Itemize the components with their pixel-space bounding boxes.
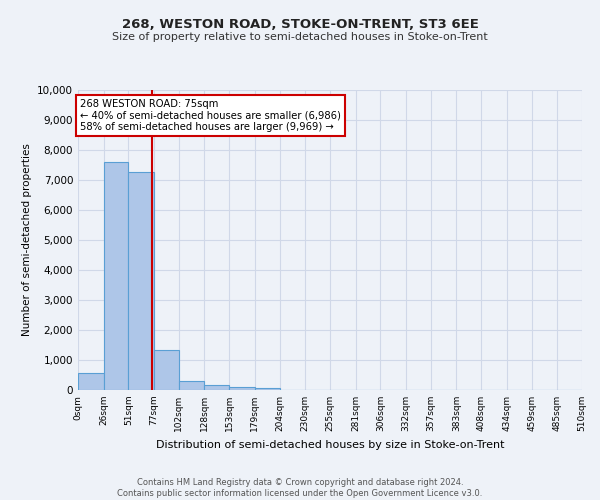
Bar (255, 388, 280, 390)
Y-axis label: Number of semi-detached properties: Number of semi-detached properties (22, 144, 32, 336)
Bar (104, 162, 128, 390)
Text: 268, WESTON ROAD, STOKE-ON-TRENT, ST3 6EE: 268, WESTON ROAD, STOKE-ON-TRENT, ST3 6E… (122, 18, 478, 30)
Text: Contains HM Land Registry data © Crown copyright and database right 2024.
Contai: Contains HM Land Registry data © Crown c… (118, 478, 482, 498)
Bar (128, 172, 154, 390)
Bar (179, 381, 205, 390)
Bar (154, 350, 179, 390)
Text: Size of property relative to semi-detached houses in Stoke-on-Trent: Size of property relative to semi-detach… (112, 32, 488, 42)
X-axis label: Distribution of semi-detached houses by size in Stoke-on-Trent: Distribution of semi-detached houses by … (156, 440, 504, 450)
Bar (229, 387, 255, 390)
Bar (78, 373, 104, 390)
Text: 268 WESTON ROAD: 75sqm
← 40% of semi-detached houses are smaller (6,986)
58% of : 268 WESTON ROAD: 75sqm ← 40% of semi-det… (80, 99, 341, 132)
Bar (205, 385, 229, 390)
